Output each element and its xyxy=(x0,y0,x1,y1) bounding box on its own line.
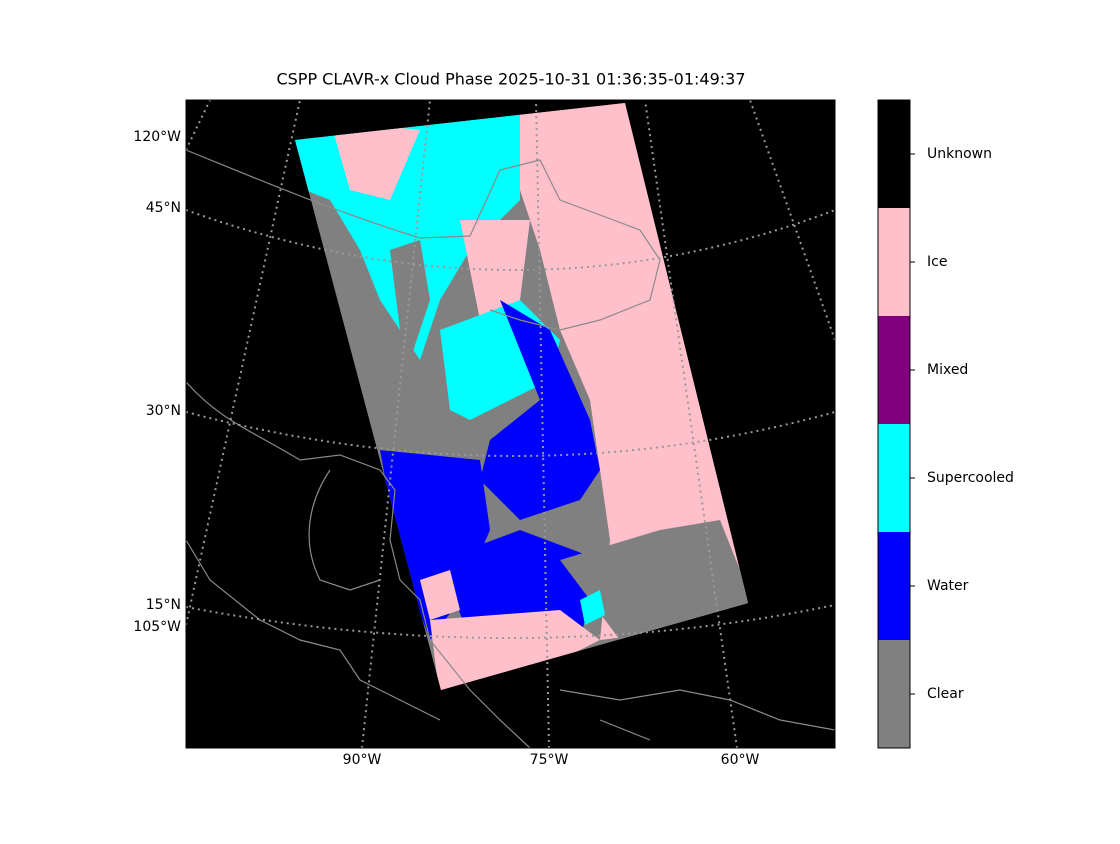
colorbar: Clear Water Supercooled Mixed Ice Unknown xyxy=(877,99,1014,749)
colorbar-swatch xyxy=(878,208,910,316)
colorbar-label: Clear xyxy=(927,686,964,702)
lat-label: 30°N xyxy=(146,403,181,419)
lon-label: 120°W xyxy=(133,129,181,145)
lon-label: 75°W xyxy=(530,752,569,768)
colorbar-swatch xyxy=(878,532,910,640)
lon-label: 60°W xyxy=(721,752,760,768)
colorbar-label: Unknown xyxy=(927,146,992,162)
map-title: CSPP CLAVR-x Cloud Phase 2025-10-31 01:3… xyxy=(276,70,745,89)
map-frame xyxy=(185,99,836,749)
colorbar-swatch xyxy=(878,640,910,748)
colorbar-swatch xyxy=(878,316,910,424)
colorbar-swatch xyxy=(878,424,910,532)
lat-label: 15°N xyxy=(146,597,181,613)
colorbar-label: Supercooled xyxy=(927,470,1014,486)
colorbar-swatch xyxy=(878,100,910,208)
lon-label: 105°W xyxy=(133,619,181,635)
colorbar-label: Mixed xyxy=(927,362,968,378)
colorbar-label: Ice xyxy=(927,254,947,270)
colorbar-frame xyxy=(877,99,911,749)
map-area xyxy=(186,100,835,748)
lon-label: 90°W xyxy=(343,752,382,768)
lat-label: 45°N xyxy=(146,200,181,216)
colorbar-label: Water xyxy=(927,578,969,594)
